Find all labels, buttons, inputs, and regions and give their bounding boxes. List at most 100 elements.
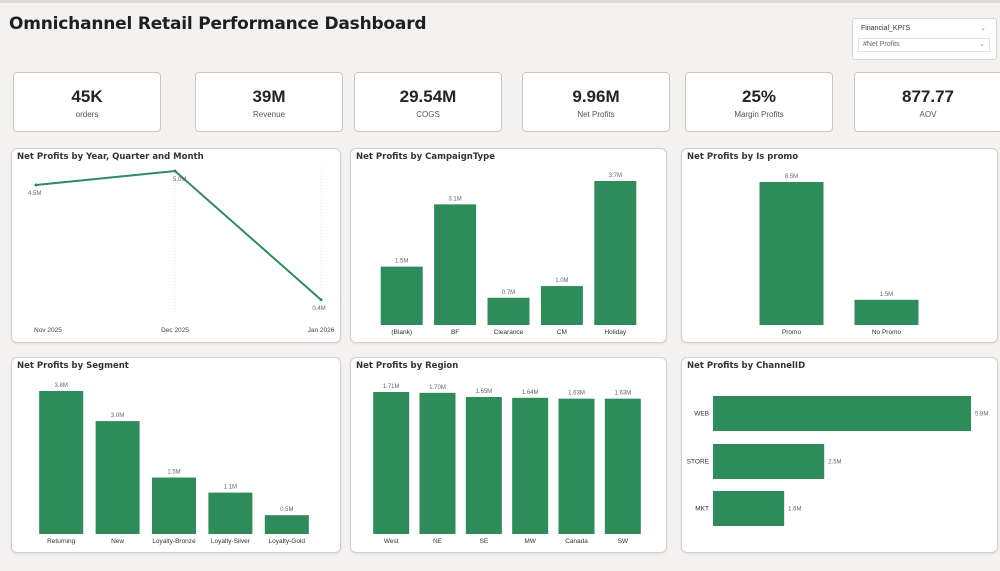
data-label: 1.71M <box>383 384 400 390</box>
x-tick-label: CM <box>557 329 567 336</box>
bar-chart: 3.8M Returning 3.0M New 1.5M Loyalty-Bronze 1.… <box>39 383 309 545</box>
x-tick-label: SE <box>479 538 488 545</box>
y-tick-label: STORE <box>687 459 710 466</box>
chart-title: Net Profits by Is promo <box>687 152 799 162</box>
bar <box>208 492 253 534</box>
bar <box>594 181 637 325</box>
data-label: 1.0M <box>555 278 568 284</box>
chart-panel-net-profits-by-channel[interactable]: Net Profits by ChannelID 5.8M WEB 2.5M STOR… <box>681 357 998 553</box>
kpi-value: 877.77 <box>902 87 954 106</box>
bar <box>465 396 502 534</box>
bar <box>152 477 196 534</box>
data-label: 1.1M <box>224 485 237 491</box>
data-label: 3.7M <box>609 173 622 179</box>
data-point <box>319 298 323 302</box>
data-label: 0.7M <box>502 290 515 296</box>
kpi-card-net-profits[interactable]: 9.96M Net Profits <box>522 72 670 132</box>
x-tick-label: SW <box>618 538 629 545</box>
x-tick-label: Returning <box>47 538 76 545</box>
slicer-dropdown[interactable]: #Net Profits ⌄ <box>858 38 990 52</box>
chart-title: Net Profits by CampaignType <box>356 152 496 162</box>
kpi-label: COGS <box>416 110 440 119</box>
data-label: 1.65M <box>475 389 492 395</box>
chart-title: Net Profits by Region <box>356 361 459 371</box>
chart-panel-net-profits-by-campaign[interactable]: Net Profits by CampaignType 1.5M (Blank) 3… <box>350 148 667 343</box>
data-label: 1.5M <box>395 259 408 265</box>
kpi-value: 9.96M <box>572 87 620 106</box>
kpi-card-revenue[interactable]: 39M Revenue <box>195 72 343 132</box>
x-tick-label: Dec 2025 <box>161 327 189 334</box>
kpi-card-cogs[interactable]: 29.54M COGS <box>354 72 502 132</box>
data-label: 1.64M <box>522 390 539 396</box>
chart-title: Net Profits by ChannelID <box>687 361 806 371</box>
slicer-field-label: Financial_KPI'S <box>861 25 911 32</box>
x-tick-label: Jan 2026 <box>308 327 335 334</box>
data-label: 5.0M <box>173 177 186 183</box>
kpi-label: Margin Profits <box>734 110 784 119</box>
x-tick-label: No Promo <box>872 329 902 336</box>
x-tick-label: Loyalty-Silver <box>211 538 251 545</box>
bar <box>264 515 309 534</box>
page-title: Omnichannel Retail Performance Dashboard <box>9 14 427 34</box>
chart-panel-net-profits-by-promo[interactable]: Net Profits by Is promo 8.5M Promo 1.5M No … <box>681 148 998 343</box>
bar-chart: 1.5M (Blank) 3.1M BF 0.7M Clearance 1.0M CM 3.7M… <box>380 173 637 336</box>
bar <box>512 397 549 534</box>
bar-chart: 1.71M West 1.70M NE 1.65M SE 1.64M MW 1.63M Canad… <box>373 384 641 545</box>
chart-panel-net-profits-by-date[interactable]: Net Profits by Year, Quarter and Month 4… <box>11 148 341 343</box>
chart-panel-net-profits-by-segment[interactable]: Net Profits by Segment 3.8M Returning 3.0M… <box>11 357 341 553</box>
bar <box>854 299 919 325</box>
data-label: 1.63M <box>568 391 585 397</box>
kpi-label: AOV <box>919 110 937 119</box>
kpi-value: 45K <box>71 87 103 106</box>
bar <box>558 398 595 534</box>
chevron-down-icon[interactable]: ⌄ <box>980 25 986 32</box>
x-tick-label: Canada <box>565 538 588 545</box>
chart-panel-net-profits-by-region[interactable]: Net Profits by Region 1.71M West 1.70M NE 1.… <box>350 357 667 553</box>
kpi-card-orders[interactable]: 45K orders <box>13 72 161 132</box>
kpi-slicer[interactable]: Financial_KPI'S ⌄ #Net Profits ⌄ <box>852 18 997 60</box>
x-tick-label: (Blank) <box>391 329 412 336</box>
data-label: 1.63M <box>614 391 631 397</box>
x-tick-label: New <box>111 538 124 545</box>
data-point <box>173 169 177 173</box>
x-tick-label: Clearance <box>494 329 524 336</box>
bar <box>604 398 641 534</box>
kpi-card-aov[interactable]: 877.77 AOV <box>854 72 1000 132</box>
x-tick-label: Holiday <box>604 329 626 336</box>
x-tick-label: BF <box>451 329 459 336</box>
data-label: 1.6M <box>788 507 801 513</box>
data-label: 1.5M <box>880 292 893 298</box>
data-label: 5.8M <box>975 412 988 418</box>
data-label: 3.0M <box>111 413 124 419</box>
chevron-down-icon[interactable]: ⌄ <box>979 41 985 48</box>
kpi-label: Revenue <box>252 110 286 119</box>
bar-chart: 8.5M Promo 1.5M No Promo <box>759 174 919 336</box>
data-label: 3.1M <box>448 196 461 202</box>
kpi-card-margin-profits[interactable]: 25% Margin Profits <box>685 72 833 132</box>
kpi-label: Net Profits <box>577 110 615 119</box>
bar <box>419 392 456 534</box>
data-label: 0.5M <box>280 507 293 513</box>
x-tick-label: Nov 2025 <box>34 327 62 334</box>
data-label: 0.4M <box>312 306 325 312</box>
x-tick-label: NE <box>433 538 443 545</box>
bar <box>487 297 530 325</box>
x-tick-label: MW <box>524 538 536 545</box>
bar <box>713 396 971 431</box>
line-chart: 4.5M 5.0M 0.4M Nov 2025 Dec 2025 Jan 2026 <box>28 167 335 334</box>
x-tick-label: Loyalty-Gold <box>269 538 306 545</box>
bar <box>434 204 477 325</box>
bar <box>759 182 824 325</box>
slicer-field: Financial_KPI'S ⌄ <box>861 23 990 35</box>
kpi-value: 29.54M <box>399 87 457 106</box>
top-border <box>0 0 1000 3</box>
slicer-selected-value: #Net Profits <box>863 41 900 48</box>
bar <box>380 266 423 325</box>
bar <box>95 421 140 534</box>
x-tick-label: Promo <box>782 329 802 336</box>
bar-chart-horizontal: 5.8M WEB 2.5M STORE 1.6M MKT <box>687 396 988 526</box>
kpi-value: 39M <box>252 87 286 106</box>
data-label: 4.5M <box>28 191 41 197</box>
x-tick-label: Loyalty-Bronze <box>152 538 196 545</box>
bar <box>39 391 84 534</box>
